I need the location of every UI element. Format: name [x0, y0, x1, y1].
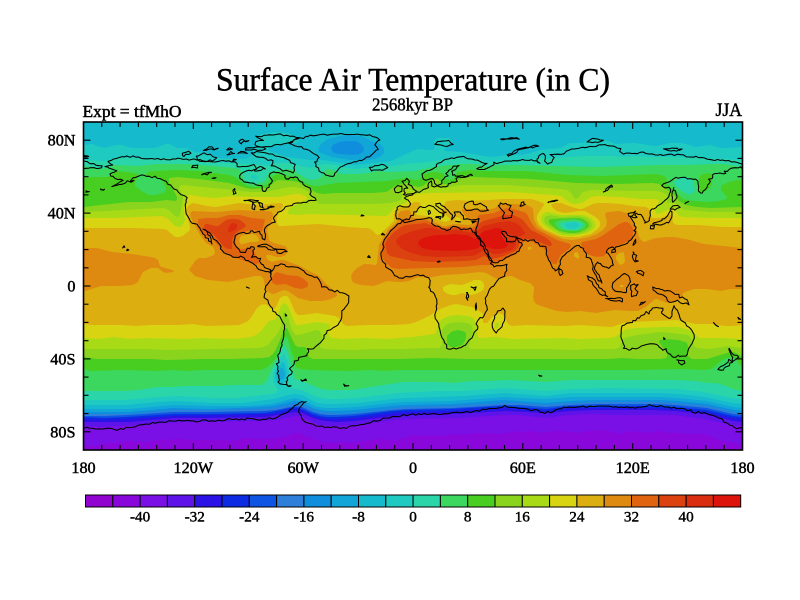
svg-text:-40: -40 [130, 509, 151, 526]
svg-text:8: 8 [464, 509, 472, 526]
svg-text:0: 0 [67, 278, 75, 296]
svg-text:60E: 60E [510, 459, 536, 477]
svg-text:24: 24 [569, 509, 585, 526]
svg-text:180: 180 [730, 459, 754, 477]
svg-text:40: 40 [679, 509, 695, 526]
svg-text:32: 32 [624, 509, 639, 526]
svg-text:40S: 40S [50, 350, 75, 368]
svg-text:2568kyr BP: 2568kyr BP [372, 95, 453, 115]
svg-text:-32: -32 [185, 509, 205, 526]
svg-text:16: 16 [515, 509, 531, 526]
svg-text:Surface Air Temperature (in C): Surface Air Temperature (in C) [216, 63, 610, 99]
svg-text:0: 0 [409, 459, 417, 477]
svg-text:-24: -24 [239, 509, 260, 526]
svg-text:Expt = tfMhO: Expt = tfMhO [83, 102, 182, 121]
svg-text:JJA: JJA [716, 100, 743, 121]
svg-text:80S: 80S [50, 423, 75, 441]
svg-text:120E: 120E [616, 459, 650, 477]
svg-text:-16: -16 [294, 509, 315, 526]
svg-text:120W: 120W [174, 459, 214, 477]
svg-text:40N: 40N [48, 205, 76, 223]
svg-text:60W: 60W [287, 459, 319, 477]
svg-text:0: 0 [409, 509, 417, 526]
svg-text:80N: 80N [48, 132, 76, 150]
svg-text:-8: -8 [352, 509, 365, 526]
svg-text:180: 180 [71, 459, 95, 477]
